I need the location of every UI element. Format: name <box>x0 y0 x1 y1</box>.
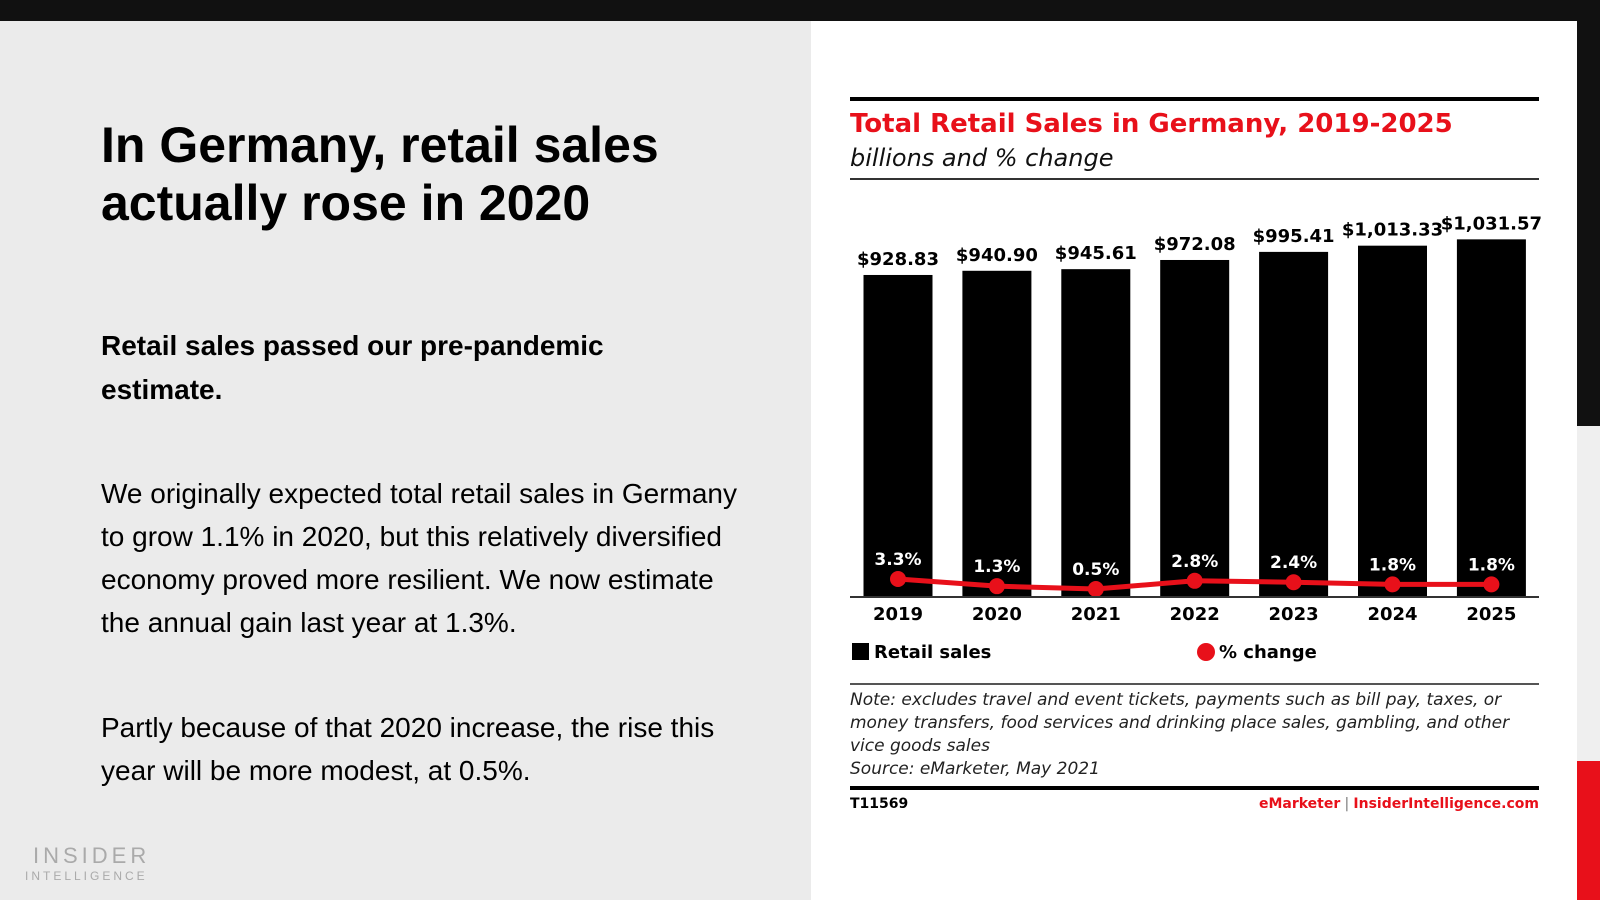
brand-link[interactable]: InsiderIntelligence.com <box>1353 796 1539 812</box>
chart-source: Source: eMarketer, May 2021 <box>850 759 1100 779</box>
pct-change-label: 1.8% <box>1468 555 1515 575</box>
slide-title: In Germany, retail sales actually rose i… <box>101 117 659 231</box>
brand-emarketer: eMarketer <box>1259 796 1340 812</box>
bar-2023 <box>1259 251 1329 597</box>
pct-change-label: 2.8% <box>1171 552 1218 572</box>
slide-subtitle: Retail sales passed our pre-pandemic est… <box>101 330 604 405</box>
pct-change-point <box>1384 576 1401 593</box>
legend-swatch-retail-sales <box>852 643 869 660</box>
pct-change-point <box>1087 581 1104 598</box>
bar-2020 <box>962 270 1032 597</box>
insider-intelligence-logo: INSIDER INTELLIGENCE <box>25 843 150 883</box>
x-axis <box>850 596 1539 598</box>
logo-line: INTELLIGENCE <box>25 869 148 883</box>
edge-strip <box>1577 0 1600 426</box>
bar-value-label: $972.08 <box>1154 234 1236 255</box>
x-tick-label: 2021 <box>1071 604 1121 625</box>
top-bar <box>0 0 1600 21</box>
subtitle-rule <box>850 178 1539 180</box>
pct-change-label: 2.4% <box>1270 553 1317 573</box>
chart-note: Note: excludes travel and event tickets,… <box>850 690 1510 756</box>
chart-id: T11569 <box>850 796 908 812</box>
text-panel <box>0 21 811 900</box>
pct-change-label: 3.3% <box>874 550 921 570</box>
pct-change-point <box>1285 574 1302 591</box>
bar-value-label: $945.61 <box>1055 243 1137 264</box>
bar-2019 <box>863 274 933 597</box>
top-rule <box>850 97 1539 101</box>
bar-value-label: $1,031.57 <box>1441 213 1542 234</box>
pct-change-point <box>988 578 1005 595</box>
x-tick-label: 2023 <box>1269 604 1319 625</box>
edge-strip-red <box>1577 761 1600 900</box>
body-paragraph: We originally expected total retail sale… <box>101 478 738 638</box>
bar-2021 <box>1061 269 1131 597</box>
chart-title: Total Retail Sales in Germany, 2019-2025 <box>850 109 1453 139</box>
pct-change-point <box>890 571 906 588</box>
bar-value-label: $1,013.33 <box>1342 220 1443 241</box>
legend-label: Retail sales <box>874 642 991 663</box>
pct-change-point <box>1483 576 1500 593</box>
chart-subtitle: billions and % change <box>850 144 1113 172</box>
legend-swatch-pct-change <box>1197 643 1215 661</box>
pct-change-label: 0.5% <box>1072 560 1119 580</box>
bar-value-label: $940.90 <box>956 245 1038 266</box>
brand-separator: | <box>1344 796 1349 812</box>
note-rule <box>850 683 1539 685</box>
bar-2022 <box>1160 259 1230 597</box>
body-paragraph: Partly because of that 2020 increase, th… <box>101 712 715 786</box>
bar-value-label: $928.83 <box>857 249 939 270</box>
bottom-rule <box>850 786 1539 790</box>
pct-change-label: 1.3% <box>973 557 1020 577</box>
bar-value-label: $995.41 <box>1253 226 1335 247</box>
bar-2024 <box>1358 245 1427 598</box>
x-tick-label: 2025 <box>1466 604 1516 625</box>
x-tick-label: 2020 <box>972 604 1022 625</box>
pct-change-label: 1.8% <box>1369 555 1416 575</box>
bar-2025 <box>1456 239 1526 597</box>
legend-label: % change <box>1219 642 1317 663</box>
pct-change-point <box>1186 572 1203 589</box>
x-tick-label: 2019 <box>873 604 923 625</box>
logo-line: INSIDER <box>33 843 151 868</box>
x-tick-label: 2022 <box>1170 604 1220 625</box>
x-tick-label: 2024 <box>1367 604 1417 625</box>
edge-strip <box>1577 426 1600 761</box>
brand-credit: eMarketer | InsiderIntelligence.com <box>1259 796 1539 812</box>
